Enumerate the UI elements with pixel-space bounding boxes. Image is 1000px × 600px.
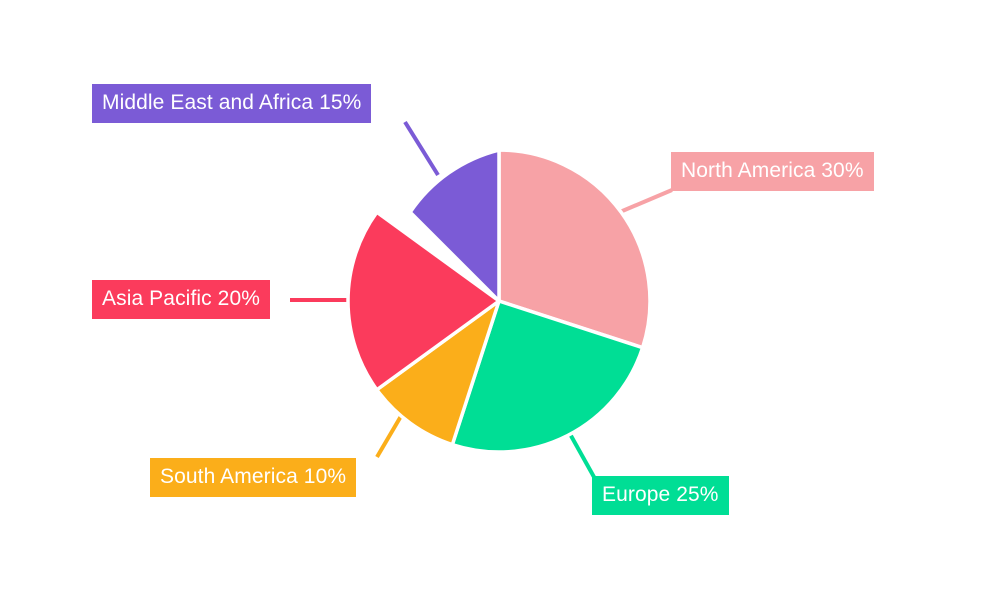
pie-slices <box>346 148 652 454</box>
slice-label-south-america[interactable]: South America 10% <box>150 458 357 497</box>
leader-line-south-america <box>375 409 406 459</box>
pie-slice-middle-east-africa[interactable] <box>408 148 501 303</box>
leader-line-north-america <box>619 188 673 214</box>
pie-slice-asia-pacific[interactable] <box>346 210 501 392</box>
slice-label-europe[interactable]: Europe 25% <box>592 476 729 515</box>
leader-line-middle-east-africa <box>403 120 440 177</box>
pie-slice-south-america[interactable] <box>375 299 501 447</box>
slice-label-asia-pacific[interactable]: Asia Pacific 20% <box>92 280 271 319</box>
pie-slice-europe[interactable] <box>450 299 645 454</box>
slice-label-north-america[interactable]: North America 30% <box>671 152 874 191</box>
pie-slice-north-america[interactable] <box>497 148 652 350</box>
slice-label-middle-east-africa[interactable]: Middle East and Africa 15% <box>92 84 372 123</box>
